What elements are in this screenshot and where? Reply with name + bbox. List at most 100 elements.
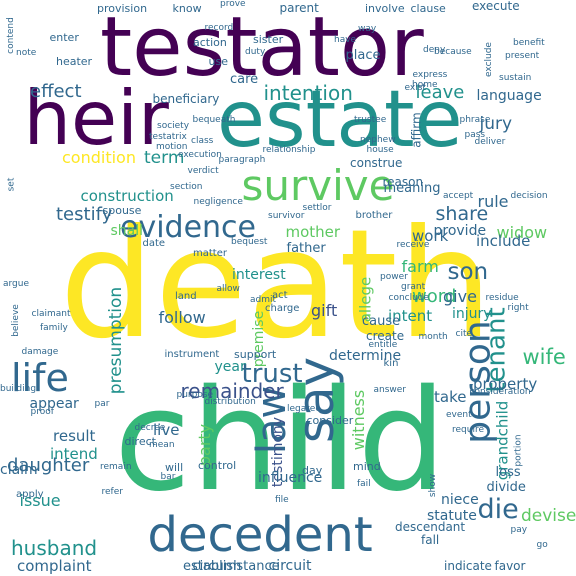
- word-distribution: distribution: [204, 396, 256, 407]
- word-charge: charge: [265, 303, 300, 314]
- word-condition: condition: [62, 148, 136, 167]
- word-execution: execution: [178, 149, 222, 160]
- word-death: death: [59, 198, 493, 372]
- word-niece: niece: [441, 492, 479, 508]
- word-indicate: indicate: [444, 559, 492, 573]
- word-child: child: [114, 360, 447, 523]
- word-life: life: [11, 356, 69, 400]
- word-consideration: consideration: [469, 386, 531, 397]
- word-injury: injury: [452, 306, 492, 322]
- word-term: term: [144, 147, 185, 168]
- word-affirm: affirm: [409, 112, 424, 148]
- word-negligence: negligence: [193, 196, 243, 207]
- word-work: work: [412, 226, 449, 245]
- word-husband: husband: [11, 536, 98, 560]
- word-pay: pay: [510, 524, 528, 535]
- word-sister: sister: [253, 32, 284, 46]
- word-cause: cause: [362, 313, 401, 329]
- word-word: word: [412, 286, 457, 307]
- word-set: set: [6, 177, 17, 191]
- word-issue: issue: [19, 491, 61, 510]
- word-include: include: [476, 231, 531, 250]
- word-proof: proof: [30, 406, 54, 417]
- word-decedent: decedent: [147, 507, 373, 563]
- word-house: house: [366, 144, 394, 155]
- word-complaint: complaint: [17, 556, 92, 575]
- word-apply: apply: [16, 489, 44, 500]
- word-evidence: evidence: [120, 210, 257, 245]
- word-sustain: sustain: [499, 72, 532, 83]
- word-note: note: [16, 47, 37, 58]
- word-show: show: [427, 473, 438, 497]
- word-use: use: [208, 54, 228, 68]
- word-know: know: [172, 1, 202, 15]
- word-conclude: conclude: [388, 292, 430, 303]
- word-require: require: [452, 424, 484, 435]
- word-testator: testator: [100, 0, 424, 95]
- word-beneficiary: beneficiary: [152, 92, 220, 106]
- word-mind: mind: [353, 459, 381, 473]
- word-power: power: [380, 271, 408, 282]
- word-construe: construe: [350, 156, 403, 170]
- word-intend: intend: [50, 444, 98, 463]
- word-phrase: phrase: [459, 114, 491, 125]
- word-home: home: [412, 79, 438, 90]
- word-control: control: [198, 458, 237, 472]
- word-execute: execute: [472, 0, 520, 13]
- word-daughter: daughter: [7, 455, 90, 476]
- word-involve: involve: [365, 1, 405, 15]
- word-meaning: meaning: [383, 180, 441, 196]
- word-land: land: [175, 291, 197, 302]
- word-mean: mean: [149, 439, 175, 450]
- word-care: care: [230, 71, 259, 87]
- word-heater: heater: [56, 54, 93, 68]
- word-trustee: trustee: [354, 114, 387, 125]
- word-will: will: [165, 460, 184, 474]
- word-relationship: relationship: [262, 144, 316, 155]
- word-date: date: [142, 238, 166, 249]
- word-die: die: [477, 493, 519, 525]
- word-cite: cite: [455, 328, 473, 339]
- word-jury: jury: [479, 113, 513, 134]
- word-result: result: [53, 426, 96, 445]
- word-instrument: instrument: [164, 349, 220, 360]
- word-year: year: [214, 359, 246, 375]
- word-father: father: [286, 240, 326, 256]
- word-wife: wife: [522, 344, 566, 369]
- word-way: way: [358, 23, 377, 34]
- word-testify: testify: [56, 204, 113, 225]
- word-have: have: [334, 34, 357, 45]
- word-deny: deny: [423, 44, 446, 55]
- word-estate: estate: [217, 75, 463, 165]
- word-settlor: settlor: [302, 202, 332, 213]
- word-paragraph: paragraph: [218, 154, 266, 165]
- word-purpose: purpose: [176, 389, 214, 400]
- word-believe: believe: [10, 303, 21, 337]
- word-family: family: [40, 322, 68, 333]
- word-act: act: [272, 290, 288, 301]
- word-par: par: [94, 398, 110, 409]
- word-enter: enter: [49, 30, 79, 44]
- word-divide: divide: [486, 479, 526, 495]
- word-nephew: nephew: [360, 134, 396, 145]
- word-day: day: [302, 463, 323, 477]
- word-give: give: [443, 287, 477, 306]
- word-language: language: [476, 88, 542, 104]
- word-prove: prove: [220, 0, 246, 9]
- word-claim: claim: [0, 462, 38, 478]
- word-take: take: [434, 387, 467, 406]
- word-pass: pass: [464, 129, 486, 140]
- word-section: section: [170, 181, 203, 192]
- word-allow: allow: [216, 283, 240, 294]
- word-remain: remain: [100, 461, 132, 472]
- word-statute: statute: [427, 508, 477, 524]
- word-remainder: remainder: [180, 379, 284, 403]
- word-accept: accept: [443, 190, 474, 201]
- word-determine: determine: [329, 348, 402, 364]
- word-damage: damage: [21, 346, 59, 357]
- word-devise: devise: [521, 505, 576, 526]
- word-kin: kin: [383, 358, 399, 369]
- word-loss: loss: [495, 464, 521, 480]
- word-bar: bar: [160, 471, 176, 482]
- word-exclude: exclude: [483, 41, 494, 77]
